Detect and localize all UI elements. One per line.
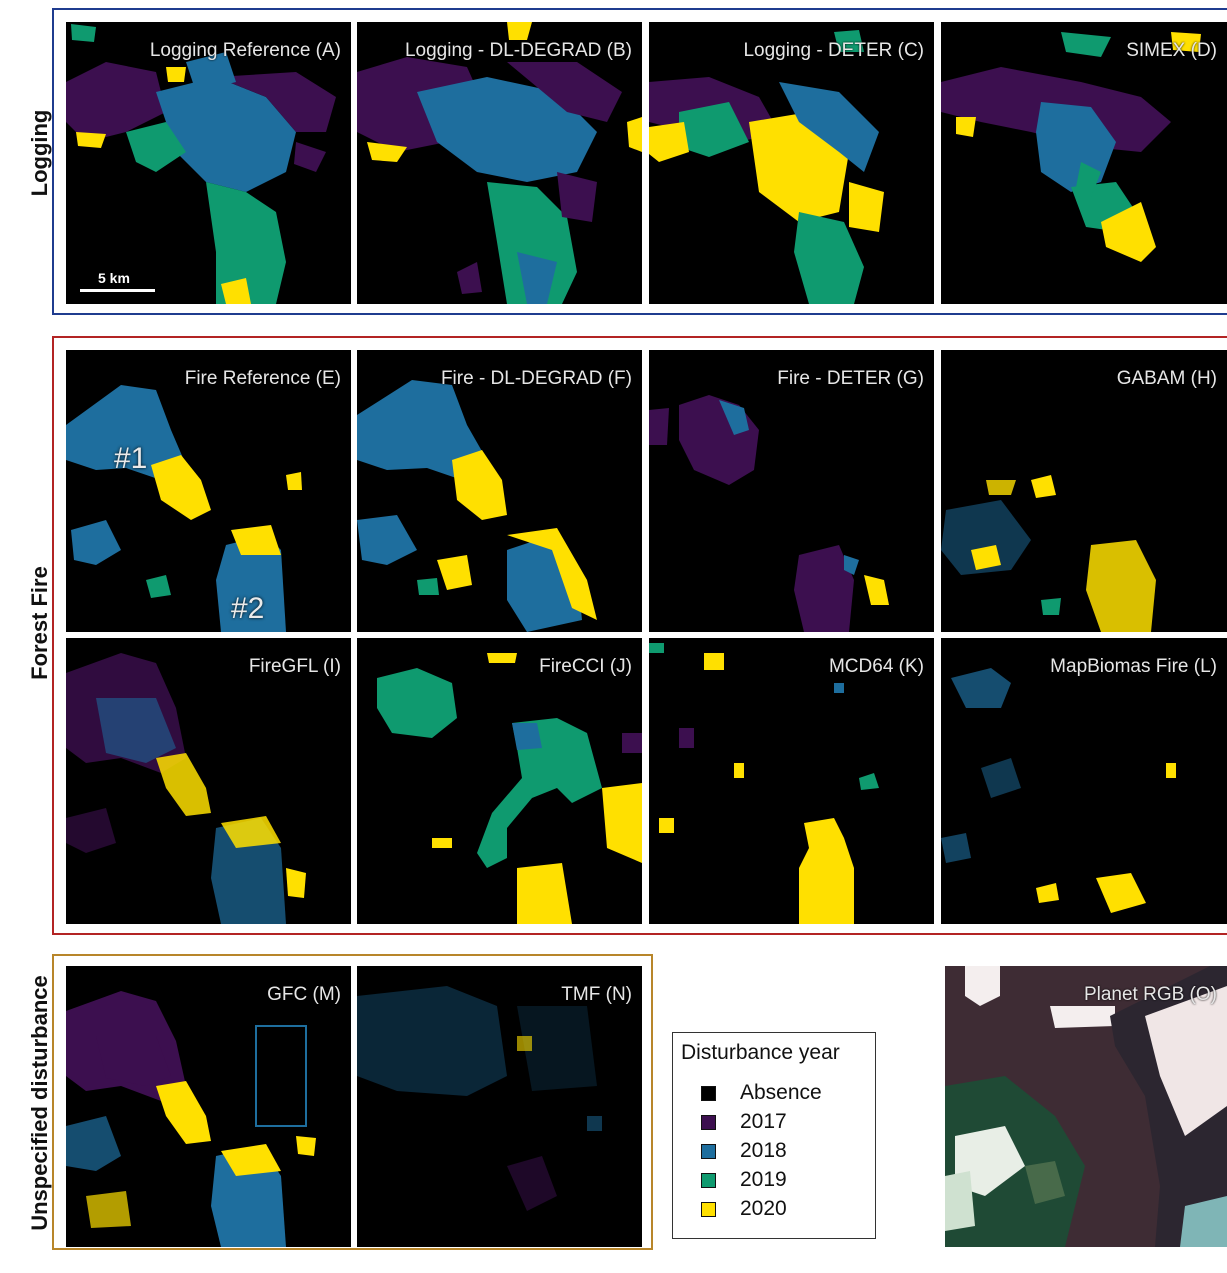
map-simex: [941, 32, 1201, 262]
panel-mcd64: MCD64 (K): [649, 638, 934, 924]
panel-firegfl: FireGFL (I): [66, 638, 351, 924]
panel-title: SIMEX (D): [1126, 40, 1217, 61]
legend-title: Disturbance year: [681, 1041, 840, 1064]
panel-title: Fire - DETER (G): [777, 368, 924, 389]
panel-title: Logging Reference (A): [149, 40, 341, 61]
panel-tmf: TMF (N): [357, 966, 642, 1247]
legend: Disturbance year Absence 2017 2018 2019 …: [672, 1032, 876, 1239]
map-fire-deter: [649, 395, 889, 632]
panel-firecci: FireCCI (J): [357, 638, 642, 924]
map-mcd64: [649, 643, 879, 924]
panel-fire-reference: Fire Reference (E) #1 #2: [66, 350, 351, 632]
group-label-logging: Logging: [27, 109, 52, 197]
legend-swatch: [701, 1172, 716, 1188]
legend-item-2017: 2017: [701, 1110, 787, 1134]
panel-title: Planet RGB (O): [1083, 984, 1217, 1005]
unspecified-group-box: [52, 954, 653, 1250]
panel-planet-rgb: Planet RGB (O): [945, 966, 1227, 1247]
panel-title: Fire - DL-DEGRAD (F): [440, 368, 632, 389]
panel-mapbiomas-fire: MapBiomas Fire (L): [941, 638, 1227, 924]
legend-label: 2019: [740, 1168, 787, 1191]
panel-title: FireGFL (I): [248, 656, 341, 677]
map-gabam: [941, 475, 1156, 632]
map-firecci: [377, 653, 642, 924]
panel-fire-dl-degrad: Fire - DL-DEGRAD (F): [357, 350, 642, 632]
group-label-forest-fire: Forest Fire: [27, 566, 52, 680]
map-mapbiomas-fire: [941, 668, 1176, 913]
fire-group-box: [52, 336, 1227, 935]
map-logging-dl-degrad: [357, 22, 642, 304]
panel-simex: SIMEX (D): [941, 22, 1227, 304]
panel-title: Fire Reference (E): [184, 368, 341, 389]
logging-group-box: [52, 8, 1227, 315]
map-planet-rgb: [945, 966, 1227, 1247]
legend-label: Absence: [740, 1081, 822, 1104]
map-tmf: [357, 986, 602, 1211]
group-label-unspecified: Unspecified disturbance: [27, 975, 52, 1231]
legend-label: 2017: [740, 1110, 787, 1133]
panel-title: Logging - DL-DEGRAD (B): [404, 40, 632, 61]
panel-logging-reference: Logging Reference (A) 5 km: [66, 22, 351, 304]
panel-title: MapBiomas Fire (L): [1050, 656, 1217, 677]
map-logging-reference: [66, 24, 336, 304]
legend-item-2020: 2020: [701, 1197, 787, 1221]
legend-swatch: [701, 1114, 716, 1130]
map-firegfl: [66, 653, 306, 924]
panel-title: TMF (N): [561, 984, 632, 1005]
map-gfc: [66, 991, 316, 1247]
legend-swatch: [701, 1143, 716, 1159]
legend-swatch: [701, 1201, 716, 1217]
legend-label: 2018: [740, 1139, 787, 1162]
legend-item-absence: Absence: [701, 1081, 822, 1105]
panel-title: FireCCI (J): [539, 656, 632, 677]
panel-logging-dl-degrad: Logging - DL-DEGRAD (B): [357, 22, 642, 304]
legend-label: 2020: [740, 1197, 787, 1220]
map-fire-dl-degrad: [357, 380, 597, 632]
scale-line: [80, 289, 155, 292]
panel-title: GFC (M): [267, 984, 341, 1005]
panel-title: Logging - DETER (C): [743, 40, 924, 61]
scale-label: 5 km: [98, 270, 130, 286]
annotation-1: #1: [114, 442, 148, 475]
map-fire-reference: [66, 385, 302, 632]
legend-swatch: [701, 1085, 716, 1101]
panel-fire-deter: Fire - DETER (G): [649, 350, 934, 632]
legend-item-2018: 2018: [701, 1139, 787, 1163]
legend-item-2019: 2019: [701, 1168, 787, 1192]
panel-title: GABAM (H): [1116, 368, 1217, 389]
map-logging-deter: [649, 30, 884, 304]
panel-gfc: GFC (M): [66, 966, 351, 1247]
panel-logging-deter: Logging - DETER (C): [649, 22, 934, 304]
annotation-2: #2: [231, 592, 265, 625]
panel-gabam: GABAM (H): [941, 350, 1227, 632]
panel-title: MCD64 (K): [828, 656, 924, 677]
